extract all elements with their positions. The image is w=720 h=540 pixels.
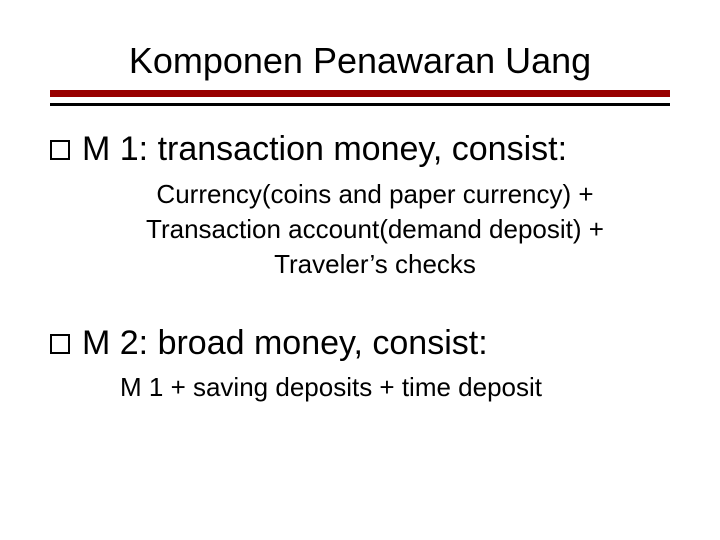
bullet-heading: M 2: broad money, consist: bbox=[82, 322, 488, 365]
slide-title: Komponen Penawaran Uang bbox=[50, 40, 670, 82]
bullet-subtext: M 1 + saving deposits + time deposit bbox=[120, 370, 670, 405]
square-bullet-icon bbox=[50, 140, 70, 160]
slide: Komponen Penawaran Uang M 1: transaction… bbox=[0, 0, 720, 540]
bullet-heading: M 1: transaction money, consist: bbox=[82, 128, 567, 171]
bullet-subtext: Currency(coins and paper currency) + Tra… bbox=[120, 177, 630, 282]
title-rule-thin bbox=[50, 103, 670, 106]
square-bullet-icon bbox=[50, 334, 70, 354]
bullet-item-m2: M 2: broad money, consist: bbox=[50, 322, 670, 365]
title-rule-thick bbox=[50, 90, 670, 97]
bullet-item-m1: M 1: transaction money, consist: bbox=[50, 128, 670, 171]
spacer bbox=[50, 282, 670, 316]
